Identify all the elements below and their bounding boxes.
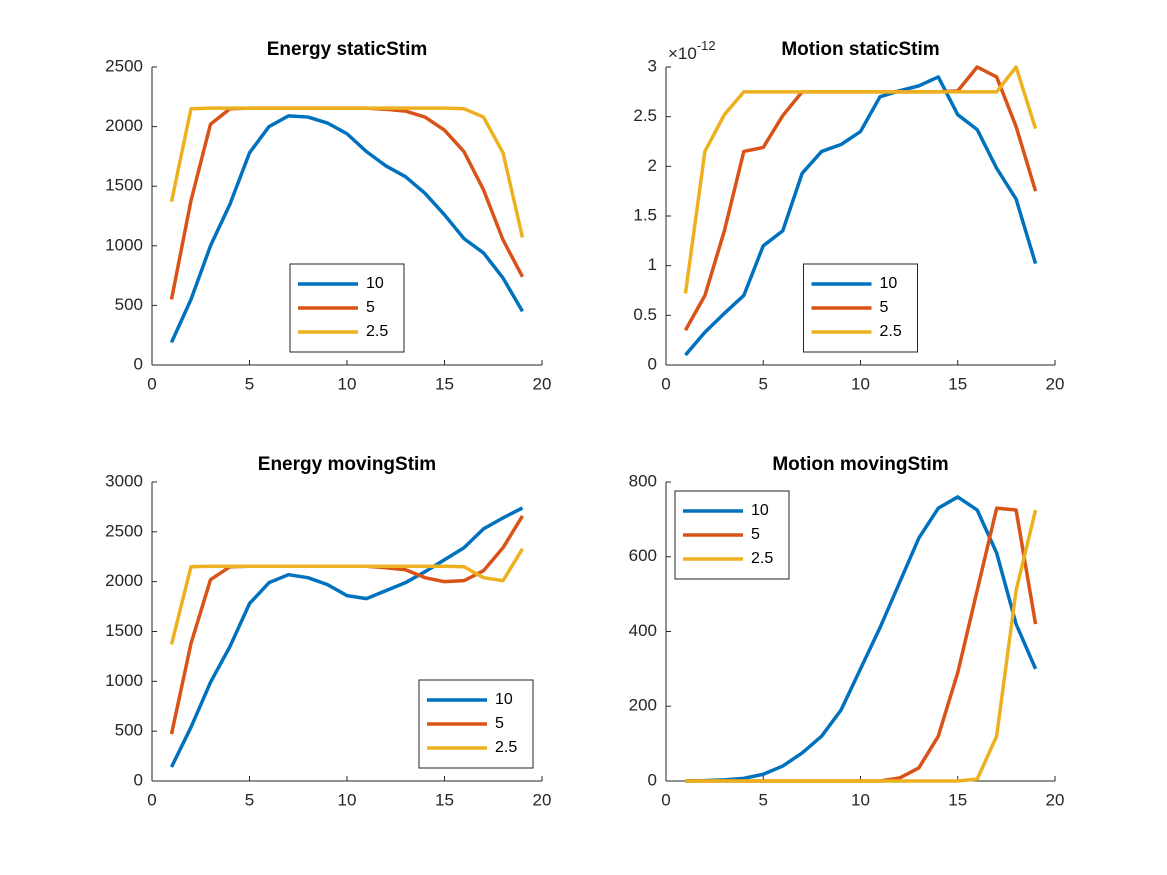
x-tick-label: 15	[435, 374, 454, 393]
x-tick-label: 0	[661, 374, 670, 393]
x-tick-label: 10	[338, 790, 357, 809]
legend-label: 10	[366, 275, 384, 292]
legend-label: 5	[495, 715, 504, 732]
y-tick-label: 1	[648, 255, 657, 274]
y-tick-label: 200	[629, 696, 657, 715]
x-tick-label: 20	[1046, 790, 1065, 809]
x-tick-label: 5	[759, 374, 768, 393]
y-tick-label: 1.5	[633, 205, 657, 224]
legend-label: 2.5	[751, 550, 773, 567]
legend: 10 5 2.5	[674, 490, 790, 580]
axis-multiplier: ×10-12	[668, 38, 716, 63]
legend: 10 5 2.5	[803, 263, 918, 353]
y-tick-label: 0	[134, 354, 143, 373]
x-tick-label: 15	[948, 790, 967, 809]
chart-title: Motion staticStim	[781, 39, 939, 60]
y-tick-label: 2.5	[633, 106, 657, 125]
x-tick-label: 5	[759, 790, 768, 809]
y-tick-label: 800	[629, 471, 657, 490]
x-tick-label: 20	[533, 374, 552, 393]
y-tick-label: 1500	[105, 621, 143, 640]
y-tick-label: 1000	[105, 671, 143, 690]
y-tick-label: 400	[629, 621, 657, 640]
x-tick-label: 10	[851, 374, 870, 393]
data-line	[683, 65, 1038, 294]
y-tick-label: 3000	[105, 471, 143, 490]
legend: 10 5 2.5	[418, 679, 534, 769]
y-tick-label: 3	[648, 56, 657, 75]
y-tick-label: 2000	[105, 116, 143, 135]
data-line	[169, 114, 525, 344]
chart-title: Motion movingStim	[772, 454, 948, 475]
y-tick-label: 0	[648, 354, 657, 373]
x-tick-label: 15	[948, 374, 967, 393]
legend-label: 5	[751, 526, 760, 543]
y-tick-label: 500	[115, 295, 143, 314]
y-tick-label: 0.5	[633, 305, 657, 324]
data-line	[685, 495, 1038, 783]
x-tick-label: 5	[245, 790, 254, 809]
y-tick-label: 500	[115, 721, 143, 740]
x-tick-label: 20	[533, 790, 552, 809]
legend-label: 2.5	[495, 739, 517, 756]
y-tick-label: 0	[134, 770, 143, 789]
legend-label: 10	[880, 275, 898, 292]
data-line	[169, 506, 524, 768]
legend-label: 10	[495, 691, 513, 708]
y-tick-label: 0	[648, 770, 657, 789]
axis-multiplier-exponent: -12	[697, 38, 716, 53]
data-line	[684, 75, 1038, 357]
data-line	[685, 509, 1038, 783]
y-tick-label: 2500	[105, 521, 143, 540]
x-tick-label: 0	[147, 374, 156, 393]
data-line	[169, 106, 525, 238]
x-tick-label: 10	[851, 790, 870, 809]
y-tick-label: 2500	[105, 56, 143, 75]
y-tick-label: 2	[648, 156, 657, 175]
axis-multiplier-base: ×10	[668, 44, 697, 63]
legend-label: 10	[751, 502, 769, 519]
y-tick-label: 600	[629, 546, 657, 565]
chart-title: Energy movingStim	[258, 454, 436, 475]
y-tick-label: 1000	[105, 235, 143, 254]
data-line	[169, 547, 524, 645]
y-tick-label: 1500	[105, 176, 143, 195]
legend: 10 5 2.5	[289, 263, 405, 353]
x-tick-label: 10	[338, 374, 357, 393]
x-tick-label: 15	[435, 790, 454, 809]
y-tick-label: 2000	[105, 571, 143, 590]
x-tick-label: 0	[147, 790, 156, 809]
x-tick-label: 20	[1046, 374, 1065, 393]
x-tick-label: 5	[245, 374, 254, 393]
legend-label: 2.5	[366, 323, 388, 340]
x-tick-label: 0	[661, 790, 670, 809]
legend-label: 2.5	[880, 323, 902, 340]
chart-title: Energy staticStim	[267, 39, 428, 60]
legend-label: 5	[880, 299, 889, 316]
legend-label: 5	[366, 299, 375, 316]
